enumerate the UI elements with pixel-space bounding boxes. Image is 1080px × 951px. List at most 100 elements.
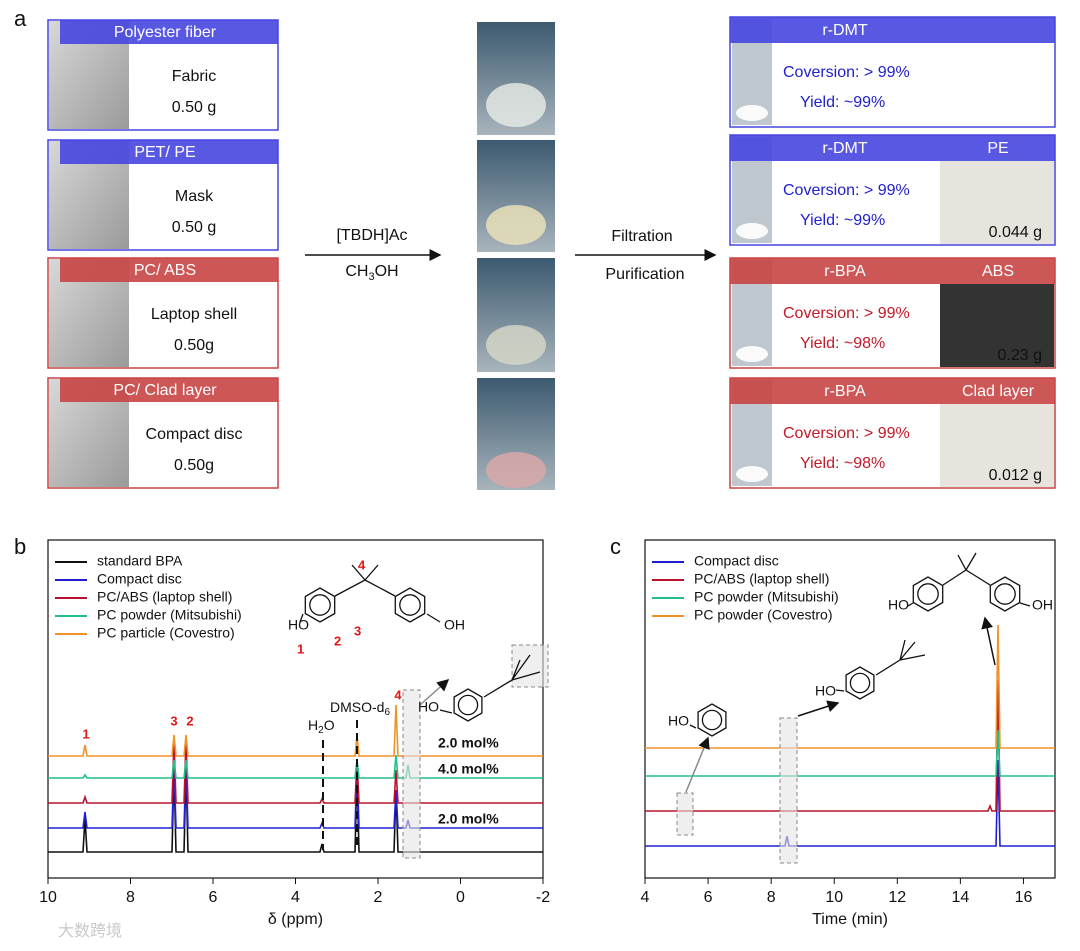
x-tick-label: 2 — [374, 889, 383, 906]
box-header — [60, 378, 278, 402]
sample-mass: 0.50 g — [172, 219, 216, 236]
position-label: 2 — [334, 633, 341, 648]
nmr-traces — [48, 704, 543, 853]
x-axis-label: Time (min) — [812, 911, 888, 928]
chem-ring — [394, 587, 426, 623]
x-tick-label: 8 — [767, 889, 776, 906]
chem-ring — [453, 688, 483, 722]
text-part: O — [324, 717, 335, 733]
product-title: r-BPA — [824, 263, 866, 280]
box-header — [730, 258, 1055, 284]
chem-label: HO — [815, 683, 836, 699]
legend-label: Compact disc — [97, 571, 182, 587]
conversion: Coversion: > 99% — [783, 425, 910, 442]
axes-frame — [644, 539, 1056, 879]
content-label: 2.0 mol% — [438, 811, 499, 827]
sample-item: Fabric — [172, 68, 216, 85]
sample-mass: 0.50g — [174, 457, 214, 474]
sample-item: Laptop shell — [151, 306, 237, 323]
chem-label: OH — [444, 617, 465, 633]
byproduct-mass: 0.012 g — [989, 467, 1042, 484]
byproduct-mass: 0.044 g — [989, 224, 1042, 241]
arrow — [981, 616, 996, 666]
chem-bond — [907, 552, 1031, 607]
chem-label: HO — [418, 699, 439, 715]
step-label: Filtration — [611, 228, 672, 245]
chem-ring-inner — [701, 709, 723, 731]
box-header — [730, 135, 1055, 161]
chem-ring-inner — [849, 672, 871, 694]
chem-ring-inner — [309, 594, 331, 616]
box-header — [60, 258, 278, 282]
chem-ring — [304, 587, 336, 623]
text-part: DMSO-d — [330, 699, 384, 715]
sample-mass: 0.50g — [174, 337, 214, 354]
text-sub: 2 — [318, 725, 324, 736]
product-title: r-DMT — [822, 140, 868, 157]
conversion: Coversion: > 99% — [783, 64, 910, 81]
byproduct-title: ABS — [982, 263, 1014, 280]
chem-bond — [439, 654, 541, 714]
legend-label: PC/ABS (laptop shell) — [97, 589, 232, 605]
flasks — [477, 22, 555, 490]
x-tick-label: 12 — [888, 889, 906, 906]
legend-label: PC powder (Mitsubishi) — [97, 607, 242, 623]
product-powder — [736, 105, 768, 121]
chem-ring-inner — [457, 694, 479, 716]
chem-bond — [835, 639, 926, 692]
position-label: 3 — [354, 623, 361, 638]
x-axis-label: δ (ppm) — [268, 911, 323, 928]
chem-label: HO — [888, 597, 909, 613]
byproduct-photo — [940, 404, 1054, 487]
byproduct-title: Clad layer — [962, 383, 1035, 400]
x-tick-label: 8 — [126, 889, 135, 906]
peak-label: 3 — [170, 713, 177, 728]
arrow — [797, 700, 840, 717]
product-powder — [736, 346, 768, 362]
legend-label: Compact disc — [694, 553, 779, 569]
conversion: Coversion: > 99% — [783, 182, 910, 199]
sample-mass: 0.50 g — [172, 99, 216, 116]
sample-item: Compact disc — [146, 426, 243, 443]
chem-ring — [912, 576, 944, 612]
x-tick-label: 0 — [456, 889, 465, 906]
solvent-part: CH — [345, 263, 368, 280]
chem-label: OH — [1032, 597, 1053, 613]
byproduct-photo — [940, 284, 1054, 367]
panel-label: a — [14, 6, 27, 31]
peak-label: 2 — [186, 713, 193, 728]
position-label: 1 — [297, 641, 304, 656]
content-label: 2.0 mol% — [438, 735, 499, 751]
product-powder — [736, 223, 768, 239]
chem-ring-inner — [994, 583, 1016, 605]
x-tick-label: 6 — [704, 889, 713, 906]
chem-ring-inner — [399, 594, 421, 616]
highlight-box — [676, 792, 694, 836]
legend-label: PC/ABS (laptop shell) — [694, 571, 829, 587]
chem-label: HO — [668, 713, 689, 729]
sample-item: Mask — [175, 188, 214, 205]
box-header — [730, 17, 1055, 43]
chem-ring — [845, 666, 875, 700]
chem-ring — [989, 576, 1021, 612]
x-tick-label: 10 — [825, 889, 843, 906]
solvent-part: OH — [375, 263, 399, 280]
text-part: H — [308, 717, 318, 733]
yield: Yield: ~99% — [800, 212, 885, 229]
chem-ring-inner — [917, 583, 939, 605]
box-title: PET/ PE — [134, 144, 195, 161]
conversion: Coversion: > 99% — [783, 305, 910, 322]
solvent-label: DMSO-d6 — [330, 699, 390, 718]
watermark: 大数跨境 — [58, 921, 122, 940]
legend-label: PC particle (Covestro) — [97, 625, 235, 641]
yield: Yield: ~99% — [800, 94, 885, 111]
peak-label: 4 — [394, 687, 402, 702]
chem-bond — [299, 564, 441, 623]
position-label: 4 — [358, 557, 366, 572]
solvent: CH3OH — [345, 263, 398, 283]
panel-label: c — [610, 534, 621, 559]
byproduct-mass: 0.23 g — [998, 347, 1042, 364]
step-label: Purification — [605, 266, 684, 283]
x-tick-label: 4 — [641, 889, 650, 906]
solvent-label: H2O — [308, 717, 335, 736]
